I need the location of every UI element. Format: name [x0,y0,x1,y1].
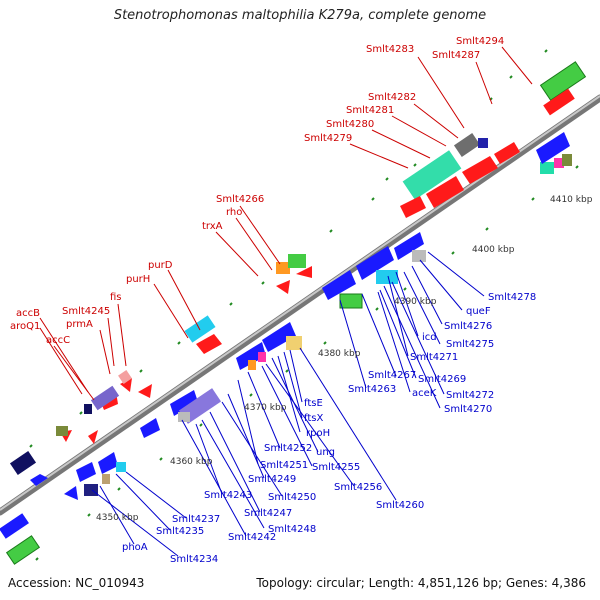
lower-gene-labels: Smlt4278 queF Smlt4276 Smlt4275 icd Smlt… [122,292,536,565]
gene-label: aceK [412,388,437,399]
gene-label: Smlt4251 [260,460,308,471]
lower-tick-track [35,165,579,561]
gene-label: accB [16,308,40,319]
gene-label: Smlt4269 [418,374,466,385]
gene-label: Smlt4280 [326,119,374,130]
gene-label: Smlt4235 [156,526,204,537]
gene-label: trxA [202,221,223,232]
gene-label: Smlt4249 [248,474,296,485]
gene-label: Smlt4271 [410,352,458,363]
gene-label: prmA [66,319,93,330]
kbp-label: 4380 kbp [318,349,361,359]
gene-label: ung [316,447,335,458]
gene-label: rpoH [306,428,330,439]
gene-label: Smlt4279 [304,133,352,144]
gene-label: Smlt4278 [488,292,536,303]
upper-tick-track [29,49,548,448]
gene-label: Smlt4267 [368,370,416,381]
gene-label: Smlt4287 [432,50,480,61]
gene-label: Smlt4260 [376,500,424,511]
gene-label: accC [46,335,70,346]
gene-label: queF [466,306,491,317]
gene-label: icd [422,332,437,343]
gene-label: fis [110,292,122,303]
gene-label: rho [226,207,242,218]
upper-gene-labels: Smlt4294 Smlt4287 Smlt4283 Smlt4282 Smlt… [10,36,504,346]
gene-label: phoA [122,542,148,553]
kbp-scale: 4350 kbp 4360 kbp 4370 kbp 4380 kbp 4390… [96,195,593,523]
genome-summary-text: Topology: circular; Length: 4,851,126 bp… [256,576,586,590]
gene-label: Smlt4272 [446,390,494,401]
lower-leader-lines [91,251,485,557]
kbp-label: 4360 kbp [170,457,213,467]
gene-label: Smlt4266 [216,194,264,205]
gene-label: aroQ1 [10,321,40,332]
lower-feature-track [9,132,572,500]
gene-label: Smlt4275 [446,339,494,350]
kbp-label: 4390 kbp [394,297,437,307]
kbp-label: 4400 kbp [472,245,515,255]
upper-leader-lines [39,46,533,401]
gene-label: purD [148,260,173,271]
gene-label: Smlt4243 [204,490,252,501]
gene-label: Smlt4263 [348,384,396,395]
gene-label: Smlt4250 [268,492,316,503]
gene-label: Smlt4282 [368,92,416,103]
upper-feature-track [0,61,587,565]
gene-label: Smlt4270 [444,404,492,415]
gene-label: Smlt4255 [312,462,360,473]
gene-label: Smlt4252 [264,443,312,454]
gene-label: ftsE [304,398,323,409]
kbp-label: 4410 kbp [550,195,593,205]
genome-backbone [0,94,600,516]
gene-label: Smlt4245 [62,306,110,317]
gene-label: Smlt4281 [346,105,394,116]
gene-label: Smlt4234 [170,554,218,565]
gene-label: Smlt4283 [366,44,414,55]
kbp-label: 4350 kbp [96,513,139,523]
kbp-label: 4370 kbp [244,403,287,413]
gene-label: Smlt4294 [456,36,504,47]
gene-label: Smlt4242 [228,532,276,543]
gene-label: purH [126,274,150,285]
gene-label: Smlt4276 [444,321,492,332]
accession-text: Accession: NC_010943 [8,576,145,590]
map-title: Stenotrophomonas maltophilia K279a, comp… [113,8,487,23]
gene-label: Smlt4237 [172,514,220,525]
gene-label: Smlt4247 [244,508,292,519]
gene-label: Smlt4248 [268,524,316,535]
gene-label: ftsX [304,413,323,424]
gene-label: Smlt4256 [334,482,382,493]
